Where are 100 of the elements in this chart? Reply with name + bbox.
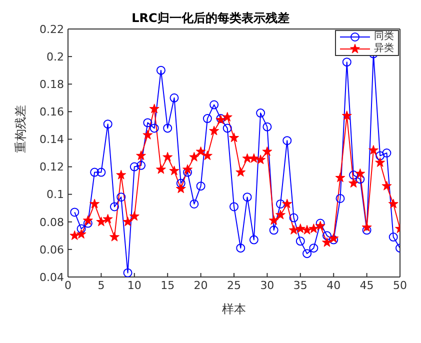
point (282, 136, 292, 146)
point (388, 198, 398, 208)
point (356, 174, 365, 184)
point (236, 167, 246, 177)
point (296, 236, 305, 246)
point (335, 172, 346, 182)
point (309, 244, 318, 253)
point (269, 226, 278, 235)
point (136, 150, 146, 160)
point (342, 110, 352, 120)
point (276, 199, 285, 208)
point (156, 164, 166, 174)
point (102, 214, 113, 224)
point (109, 232, 120, 242)
point (230, 202, 238, 212)
point (228, 132, 240, 142)
point (249, 235, 258, 244)
point (189, 152, 200, 162)
point (110, 202, 119, 212)
point (349, 170, 358, 180)
point (163, 124, 172, 133)
point (322, 237, 332, 247)
point (295, 224, 306, 234)
point (275, 210, 286, 220)
legend-label: 异类 (374, 43, 394, 55)
point (116, 192, 126, 202)
point (236, 244, 246, 253)
point (315, 220, 326, 230)
point (129, 211, 140, 221)
point (136, 160, 146, 170)
point (176, 178, 186, 188)
point (170, 93, 179, 102)
point (196, 146, 206, 156)
y-tick-label: 0.22 (40, 22, 64, 36)
point (262, 146, 272, 156)
x-tick-label: 25 (227, 278, 241, 292)
x-tick-label: 40 (326, 278, 341, 292)
point (302, 249, 312, 258)
point (388, 232, 398, 242)
point (242, 153, 252, 163)
point (210, 100, 219, 110)
point (362, 222, 372, 232)
x-tick-label: 30 (260, 278, 274, 292)
point (322, 231, 332, 240)
point (222, 124, 232, 133)
point (282, 198, 292, 208)
point (182, 164, 193, 174)
point (96, 168, 106, 177)
point (368, 144, 378, 155)
y-tick-label: 0.04 (40, 270, 64, 284)
point (122, 216, 133, 226)
point (70, 230, 80, 240)
y-tick-label: 0.16 (40, 106, 64, 119)
point (162, 152, 173, 162)
x-axis-title: 样本 (222, 302, 246, 316)
x-tick-label: 10 (127, 278, 142, 292)
point (342, 58, 352, 67)
point (90, 168, 100, 177)
point (156, 66, 166, 75)
point (196, 182, 206, 191)
point (169, 166, 180, 176)
point (376, 151, 385, 160)
y-tick-label: 0.14 (40, 133, 64, 146)
point (190, 199, 199, 208)
point (90, 198, 100, 208)
point (382, 180, 392, 190)
point (149, 104, 160, 114)
point (150, 124, 159, 133)
y-tick-label: 0.06 (40, 243, 64, 256)
point (308, 224, 319, 234)
x-tick-label: 35 (293, 278, 308, 292)
x-tick-label: 0 (64, 278, 72, 292)
chart-title: LRC归一化后的每类表示残差 (132, 11, 290, 25)
x-tick-label: 20 (194, 278, 208, 292)
y-tick-label: 0.08 (40, 216, 64, 229)
point (375, 157, 386, 167)
legend-label: 同类 (374, 31, 394, 42)
x-tick-label: 15 (160, 278, 175, 292)
point (76, 224, 86, 234)
point (289, 213, 298, 222)
point (176, 184, 186, 194)
y-tick-label: 0.1 (46, 188, 64, 202)
point (316, 218, 325, 228)
point (130, 162, 139, 172)
point (382, 148, 392, 158)
point (256, 108, 266, 118)
point (123, 268, 132, 277)
x-tick-label: 45 (360, 278, 374, 292)
point (82, 215, 93, 225)
x-tick-label: 50 (393, 278, 407, 292)
point (76, 229, 86, 239)
point (70, 208, 80, 217)
point (288, 224, 299, 234)
point (202, 150, 212, 160)
point (348, 178, 359, 188)
point (116, 170, 126, 180)
point (103, 120, 112, 129)
point (262, 122, 272, 132)
point (336, 194, 345, 203)
point (355, 168, 366, 178)
